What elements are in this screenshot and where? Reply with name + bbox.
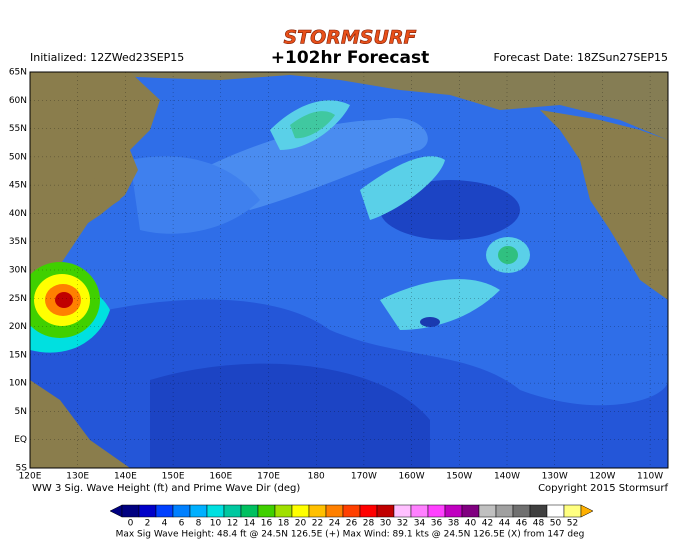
colorbar-label: 30 bbox=[380, 519, 392, 529]
colorbar-swatch bbox=[393, 504, 412, 518]
colorbar-label: 2 bbox=[145, 519, 151, 529]
colorbar-label: 0 bbox=[128, 519, 134, 529]
colorbar-swatch bbox=[563, 504, 582, 518]
colorbar-arrow bbox=[109, 504, 123, 518]
lon-label: 130E bbox=[66, 472, 89, 482]
colorbar-label: 18 bbox=[278, 519, 290, 529]
colorbar-label: 40 bbox=[465, 519, 477, 529]
colorbar-swatch bbox=[359, 504, 378, 518]
colorbar-label: 6 bbox=[179, 519, 185, 529]
colorbar-label: 52 bbox=[567, 519, 578, 529]
lat-label: 55N bbox=[9, 124, 27, 134]
colorbar-swatch bbox=[138, 504, 157, 518]
lon-label: 110W bbox=[637, 472, 663, 482]
lat-label: 35N bbox=[9, 237, 27, 247]
copyright: Copyright 2015 Stormsurf bbox=[538, 483, 668, 494]
colorbar-swatch bbox=[444, 504, 463, 518]
colorbar-swatch bbox=[206, 504, 225, 518]
colorbar-label: 36 bbox=[431, 519, 443, 529]
colorbar-swatch bbox=[546, 504, 565, 518]
colorbar-swatch bbox=[291, 504, 310, 518]
colorbar-swatch bbox=[274, 504, 293, 518]
caption: WW 3 Sig. Wave Height (ft) and Prime Wav… bbox=[32, 483, 300, 494]
forecast-date: Forecast Date: 18ZSun27SEP15 bbox=[493, 51, 668, 64]
lon-label: 120W bbox=[589, 472, 615, 482]
logo: STORMSURF bbox=[283, 27, 416, 49]
lat-label: 10N bbox=[9, 379, 27, 389]
map bbox=[30, 72, 668, 468]
colorbar-label: 44 bbox=[499, 519, 511, 529]
lon-label: 130W bbox=[542, 472, 568, 482]
lon-label: 150W bbox=[446, 472, 472, 482]
lat-label: EQ bbox=[14, 435, 27, 445]
title: +102hr Forecast bbox=[271, 48, 429, 68]
colorbar-label: 8 bbox=[196, 519, 202, 529]
colorbar-label: 20 bbox=[295, 519, 307, 529]
lon-label: 120E bbox=[19, 472, 42, 482]
colorbar-swatch bbox=[155, 504, 174, 518]
colorbar-swatch bbox=[495, 504, 514, 518]
lon-label: 170W bbox=[351, 472, 377, 482]
colorbar-swatch bbox=[257, 504, 276, 518]
lon-label: 160E bbox=[209, 472, 232, 482]
colorbar-swatch bbox=[342, 504, 361, 518]
colorbar-swatch bbox=[512, 504, 531, 518]
lon-label: 140E bbox=[114, 472, 137, 482]
colorbar-label: 26 bbox=[346, 519, 358, 529]
lat-label: 65N bbox=[9, 68, 27, 78]
colorbar-label: 46 bbox=[516, 519, 528, 529]
lon-label: 150E bbox=[162, 472, 185, 482]
colorbar-label: 24 bbox=[329, 519, 341, 529]
colorbar-label: 42 bbox=[482, 519, 493, 529]
colorbar-swatch bbox=[223, 504, 242, 518]
colorbar-label: 50 bbox=[550, 519, 562, 529]
colorbar-swatch bbox=[478, 504, 497, 518]
lat-label: 50N bbox=[9, 152, 27, 162]
lat-label: 20N bbox=[9, 322, 27, 332]
lat-label: 45N bbox=[9, 181, 27, 191]
colorbar-swatch bbox=[376, 504, 395, 518]
colorbar-swatch bbox=[461, 504, 480, 518]
colorbar-label: 16 bbox=[261, 519, 273, 529]
lat-label: 60N bbox=[9, 96, 27, 106]
lat-label: 40N bbox=[9, 209, 27, 219]
colorbar-swatch bbox=[189, 504, 208, 518]
colorbar-label: 4 bbox=[162, 519, 168, 529]
colorbar-label: 14 bbox=[244, 519, 256, 529]
colorbar-swatch bbox=[172, 504, 191, 518]
colorbar-label: 38 bbox=[448, 519, 460, 529]
colorbar-label: 28 bbox=[363, 519, 375, 529]
lon-label: 140W bbox=[494, 472, 520, 482]
colorbar-arrow bbox=[580, 504, 594, 518]
colorbar-label: 22 bbox=[312, 519, 323, 529]
lon-label: 180 bbox=[308, 472, 325, 482]
colorbar-label: 10 bbox=[210, 519, 222, 529]
stats: Max Sig Wave Height: 48.4 ft @ 24.5N 126… bbox=[116, 530, 585, 540]
lon-label: 160W bbox=[399, 472, 425, 482]
map-frame bbox=[29, 71, 669, 469]
colorbar-swatch bbox=[410, 504, 429, 518]
colorbar-swatch bbox=[240, 504, 259, 518]
lat-label: 25N bbox=[9, 294, 27, 304]
colorbar-swatch bbox=[121, 504, 140, 518]
colorbar-label: 48 bbox=[533, 519, 545, 529]
lat-label: 5N bbox=[15, 407, 27, 417]
lat-label: 5S bbox=[16, 464, 28, 474]
colorbar-swatch bbox=[308, 504, 327, 518]
colorbar-swatch bbox=[529, 504, 548, 518]
initialized: Initialized: 12ZWed23SEP15 bbox=[30, 51, 184, 64]
colorbar-label: 12 bbox=[227, 519, 238, 529]
colorbar-label: 32 bbox=[397, 519, 408, 529]
lon-label: 170E bbox=[257, 472, 280, 482]
colorbar-swatch bbox=[325, 504, 344, 518]
colorbar-swatch bbox=[427, 504, 446, 518]
colorbar-label: 34 bbox=[414, 519, 426, 529]
lat-label: 30N bbox=[9, 266, 27, 276]
lat-label: 15N bbox=[9, 350, 27, 360]
